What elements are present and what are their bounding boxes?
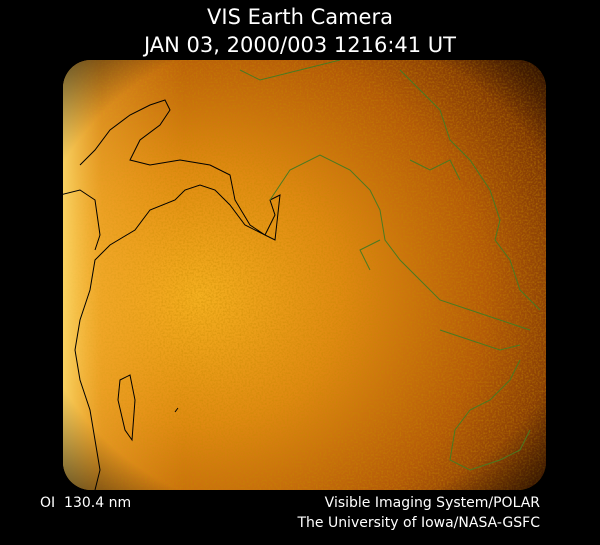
- timestamp: JAN 03, 2000/003 1216:41 UT: [142, 33, 456, 57]
- band-label: OI 130.4 nm: [40, 495, 131, 511]
- coastline-west: [63, 99, 281, 490]
- instrument-label: Visible Imaging System/POLAR: [325, 495, 541, 511]
- coastline-east: [239, 60, 541, 471]
- credit-label: The University of Iowa/NASA-GSFC: [296, 515, 540, 531]
- earth-image: [63, 60, 546, 490]
- title: VIS Earth Camera: [207, 5, 393, 29]
